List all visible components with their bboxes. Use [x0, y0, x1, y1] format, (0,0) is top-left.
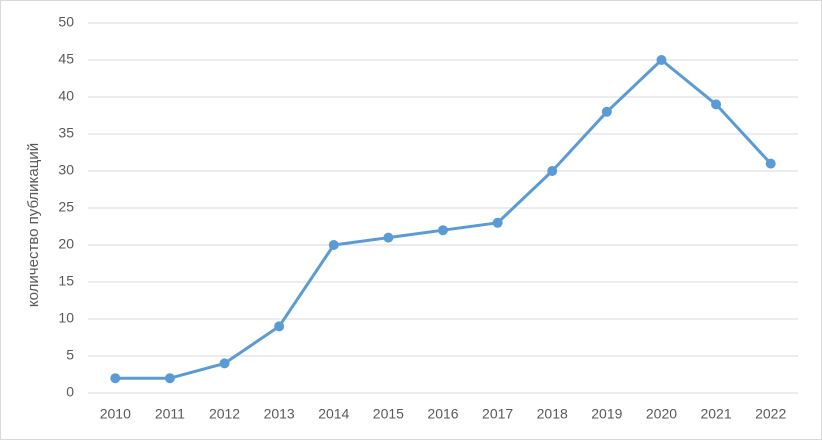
data-point: [219, 358, 230, 369]
y-tick-label: 5: [66, 347, 74, 363]
data-point: [601, 106, 612, 117]
data-point: [438, 225, 448, 236]
x-tick-label: 2020: [646, 406, 677, 422]
y-tick-label: 40: [58, 88, 74, 104]
x-tick-label: 2016: [427, 406, 458, 422]
data-point: [274, 321, 285, 332]
y-tick-label: 15: [58, 273, 74, 289]
y-tick-label: 25: [58, 199, 74, 215]
x-tick-label: 2014: [318, 406, 349, 422]
x-tick-label: 2022: [755, 406, 786, 422]
data-point: [711, 99, 722, 110]
y-tick-label: 35: [58, 125, 74, 141]
y-tick-label: 30: [58, 162, 74, 178]
data-point: [492, 217, 503, 228]
data-point: [383, 232, 394, 243]
y-tick-label: 10: [58, 310, 74, 326]
data-point: [656, 55, 667, 65]
data-point: [164, 373, 175, 384]
data-point: [328, 240, 339, 250]
y-tick-label: 45: [58, 51, 74, 67]
x-tick-label: 2015: [373, 406, 404, 422]
y-tick-label: 50: [58, 14, 74, 30]
x-tick-label: 2019: [591, 406, 622, 422]
x-tick-label: 2010: [100, 406, 131, 422]
x-tick-label: 2012: [209, 406, 240, 422]
x-tick-label: 2013: [264, 406, 295, 422]
y-tick-label: 20: [58, 236, 74, 252]
x-tick-label: 2017: [482, 406, 513, 422]
y-axis-label: количество публикаций: [25, 143, 42, 307]
y-tick-label: 0: [66, 384, 74, 400]
x-tick-label: 2018: [537, 406, 568, 422]
data-point: [547, 166, 558, 176]
data-point: [765, 158, 776, 169]
data-point: [110, 373, 121, 384]
x-tick-label: 2021: [700, 406, 731, 422]
x-tick-label: 2011: [155, 406, 185, 422]
